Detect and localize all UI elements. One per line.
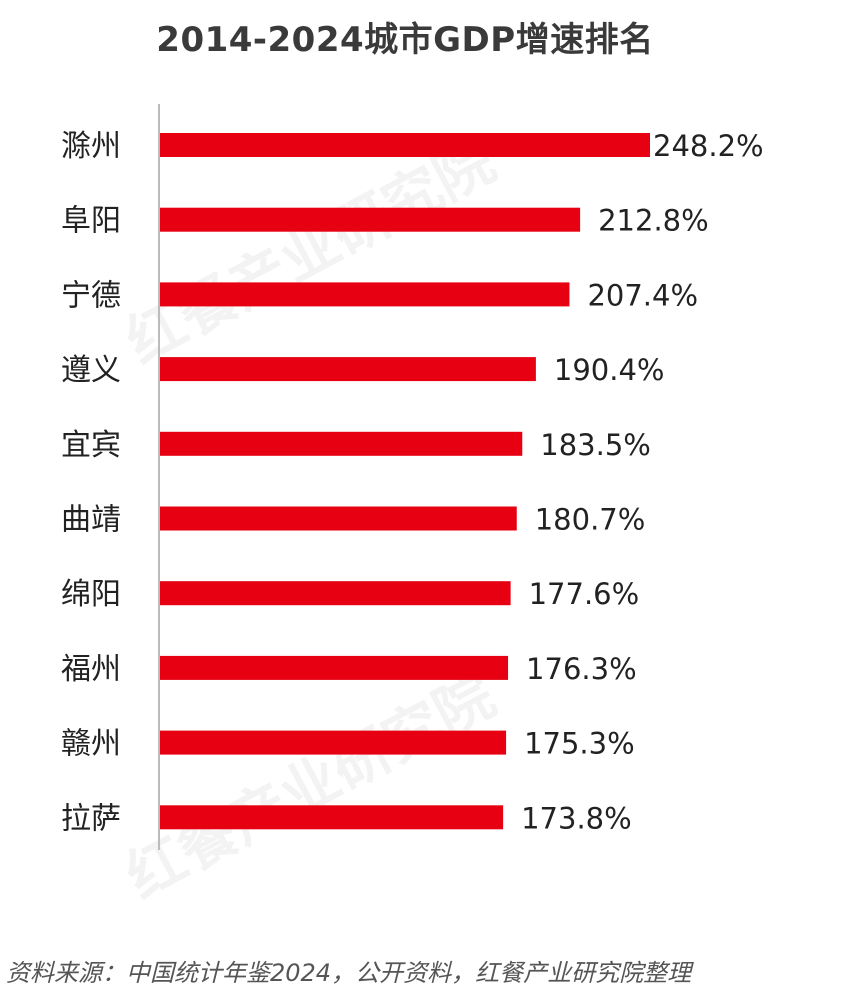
category-label: 绵阳 [61, 577, 121, 612]
category-label: 赣州 [61, 727, 121, 762]
category-label: 滁州 [61, 129, 121, 164]
value-label: 177.6% [529, 577, 640, 611]
bar [160, 207, 581, 232]
category-label: 宜宾 [61, 428, 121, 463]
source-note: 资料来源：中国统计年鉴2024，公开资料，红餐产业研究院整理 [6, 959, 692, 987]
bar [160, 730, 507, 755]
bar [160, 431, 523, 456]
bar [160, 655, 509, 680]
value-label: 248.2% [653, 129, 764, 163]
category-label: 拉萨 [61, 801, 121, 836]
chart-title: 2014-2024城市GDP增速排名 [156, 20, 654, 60]
value-label: 207.4% [587, 278, 698, 312]
bar [160, 805, 504, 830]
bar [160, 133, 650, 157]
value-label: 190.4% [554, 353, 665, 387]
value-label: 180.7% [535, 503, 646, 537]
value-label: 176.3% [526, 652, 637, 686]
value-label: 173.8% [521, 801, 632, 835]
value-label: 212.8% [598, 204, 709, 238]
category-label: 遵义 [61, 353, 121, 388]
category-label: 宁德 [61, 278, 121, 313]
category-label: 阜阳 [61, 204, 121, 239]
bar [160, 357, 536, 382]
bar [160, 282, 570, 307]
bar [160, 581, 511, 606]
category-label: 福州 [61, 652, 121, 687]
category-label: 曲靖 [61, 503, 121, 538]
value-label: 175.3% [524, 727, 635, 761]
bar [160, 506, 517, 531]
value-label: 183.5% [540, 428, 651, 462]
